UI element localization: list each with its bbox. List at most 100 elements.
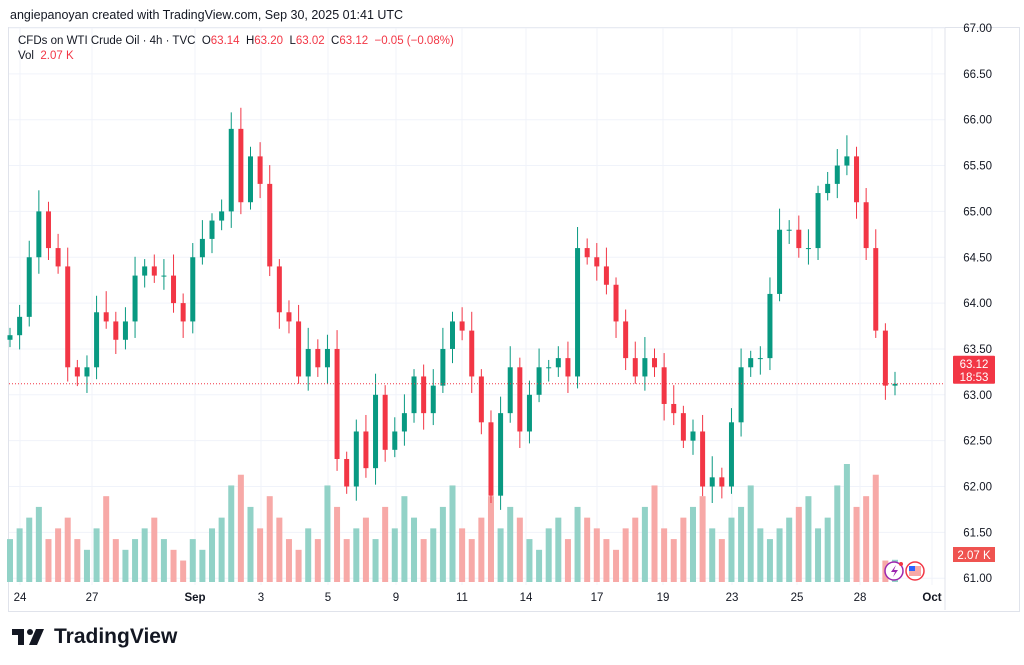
candle-body — [546, 367, 552, 369]
candle-body — [873, 248, 879, 331]
candle-body — [575, 248, 581, 377]
volume-bar — [247, 506, 254, 582]
candle-body — [26, 257, 32, 317]
y-tick-label: 63.00 — [963, 390, 992, 402]
change-value: −0.05 (−0.08%) — [374, 35, 454, 47]
volume-bar — [709, 528, 716, 582]
volume-bar — [228, 485, 235, 582]
volume-bar — [55, 528, 62, 582]
candle-body — [421, 376, 427, 414]
candle-body — [892, 383, 898, 386]
chart-legend: CFDs on WTI Crude Oil · 4h · TVC O63.14 … — [18, 34, 454, 64]
volume-bar — [93, 528, 100, 582]
candle-body — [324, 348, 330, 368]
volume-bar — [35, 506, 42, 582]
y-tick-label: 62.50 — [963, 436, 992, 448]
volume-bar — [266, 496, 273, 582]
volume-bar — [670, 539, 677, 582]
candle-body — [632, 358, 638, 377]
volume-bar — [276, 517, 283, 582]
volume-bar — [218, 517, 225, 582]
volume-bar — [324, 485, 331, 582]
candle-body — [844, 156, 850, 166]
x-tick-label: 27 — [86, 592, 99, 604]
y-tick-label: 65.50 — [963, 161, 992, 173]
close-label: C — [331, 35, 340, 47]
candle-body — [498, 413, 504, 496]
volume-bar — [459, 528, 466, 582]
candle-body — [603, 266, 609, 285]
x-tick-label: Sep — [184, 592, 205, 604]
candle-body — [430, 385, 436, 414]
open-value: 63.14 — [210, 35, 240, 47]
y-tick-label: 62.00 — [963, 482, 992, 494]
candle-body — [709, 477, 715, 487]
candle-body — [450, 321, 455, 349]
candle-body — [84, 367, 90, 377]
candle-body — [661, 367, 667, 404]
candle-body — [247, 156, 253, 203]
candle-body — [526, 394, 532, 432]
tradingview-logo[interactable]: TradingView — [12, 625, 177, 649]
volume-bar — [420, 539, 427, 582]
candle-body — [882, 330, 888, 386]
candle-body — [17, 316, 23, 336]
y-tick-label: 66.00 — [963, 115, 992, 127]
high-value: 63.20 — [254, 35, 284, 47]
volume-bar — [795, 506, 802, 582]
candle-body — [613, 284, 619, 322]
volume-bar — [526, 539, 533, 582]
candle-body — [190, 257, 196, 322]
candle-body — [219, 211, 225, 221]
volume-bar — [747, 485, 754, 582]
volume-bar — [353, 528, 360, 582]
volume-bar — [632, 517, 639, 582]
candle-body — [478, 376, 484, 423]
candle-body — [805, 248, 811, 250]
volume-bar — [343, 539, 350, 582]
candle-body — [594, 257, 600, 267]
volume-bar — [536, 549, 543, 582]
candle-body — [65, 266, 71, 368]
candle-body — [584, 248, 590, 258]
candle-body — [344, 458, 350, 487]
volume-bar — [853, 506, 860, 582]
volume-bar — [545, 528, 552, 582]
volume-bar — [584, 517, 591, 582]
symbol-label[interactable]: CFDs on WTI Crude Oil · 4h · TVC — [18, 35, 196, 47]
volume-bar — [824, 517, 831, 582]
volume-bar — [555, 517, 562, 582]
volume-bar — [334, 506, 341, 582]
volume-bar — [815, 528, 822, 582]
candle-body — [7, 335, 13, 340]
candle-body — [132, 275, 138, 322]
candle-body — [440, 348, 446, 386]
volume-badge — [953, 547, 995, 562]
x-tick-label: 9 — [393, 592, 399, 604]
volume-bar — [314, 539, 321, 582]
volume-bar — [718, 539, 725, 582]
candle-body — [738, 367, 744, 423]
volume-bar — [180, 560, 187, 582]
y-tick-label: 64.50 — [963, 252, 992, 264]
candle-body — [728, 422, 734, 487]
candle-body — [796, 229, 802, 249]
candle-body — [565, 358, 571, 377]
volume-bar — [26, 517, 33, 582]
volume-bar — [122, 549, 129, 582]
candle-body — [238, 128, 244, 203]
candle-body — [334, 348, 340, 459]
candle-body — [786, 229, 792, 231]
candle-body — [700, 431, 706, 487]
lightning-icon — [891, 565, 898, 577]
volume-bar — [391, 528, 398, 582]
candle-body — [623, 321, 629, 359]
candle-body — [353, 431, 359, 487]
candle-body — [854, 156, 860, 203]
candle-body — [122, 321, 128, 340]
x-tick-label: 19 — [657, 592, 670, 604]
candle-body — [180, 303, 186, 322]
volume-bar — [738, 506, 745, 582]
volume-bar — [257, 528, 264, 582]
